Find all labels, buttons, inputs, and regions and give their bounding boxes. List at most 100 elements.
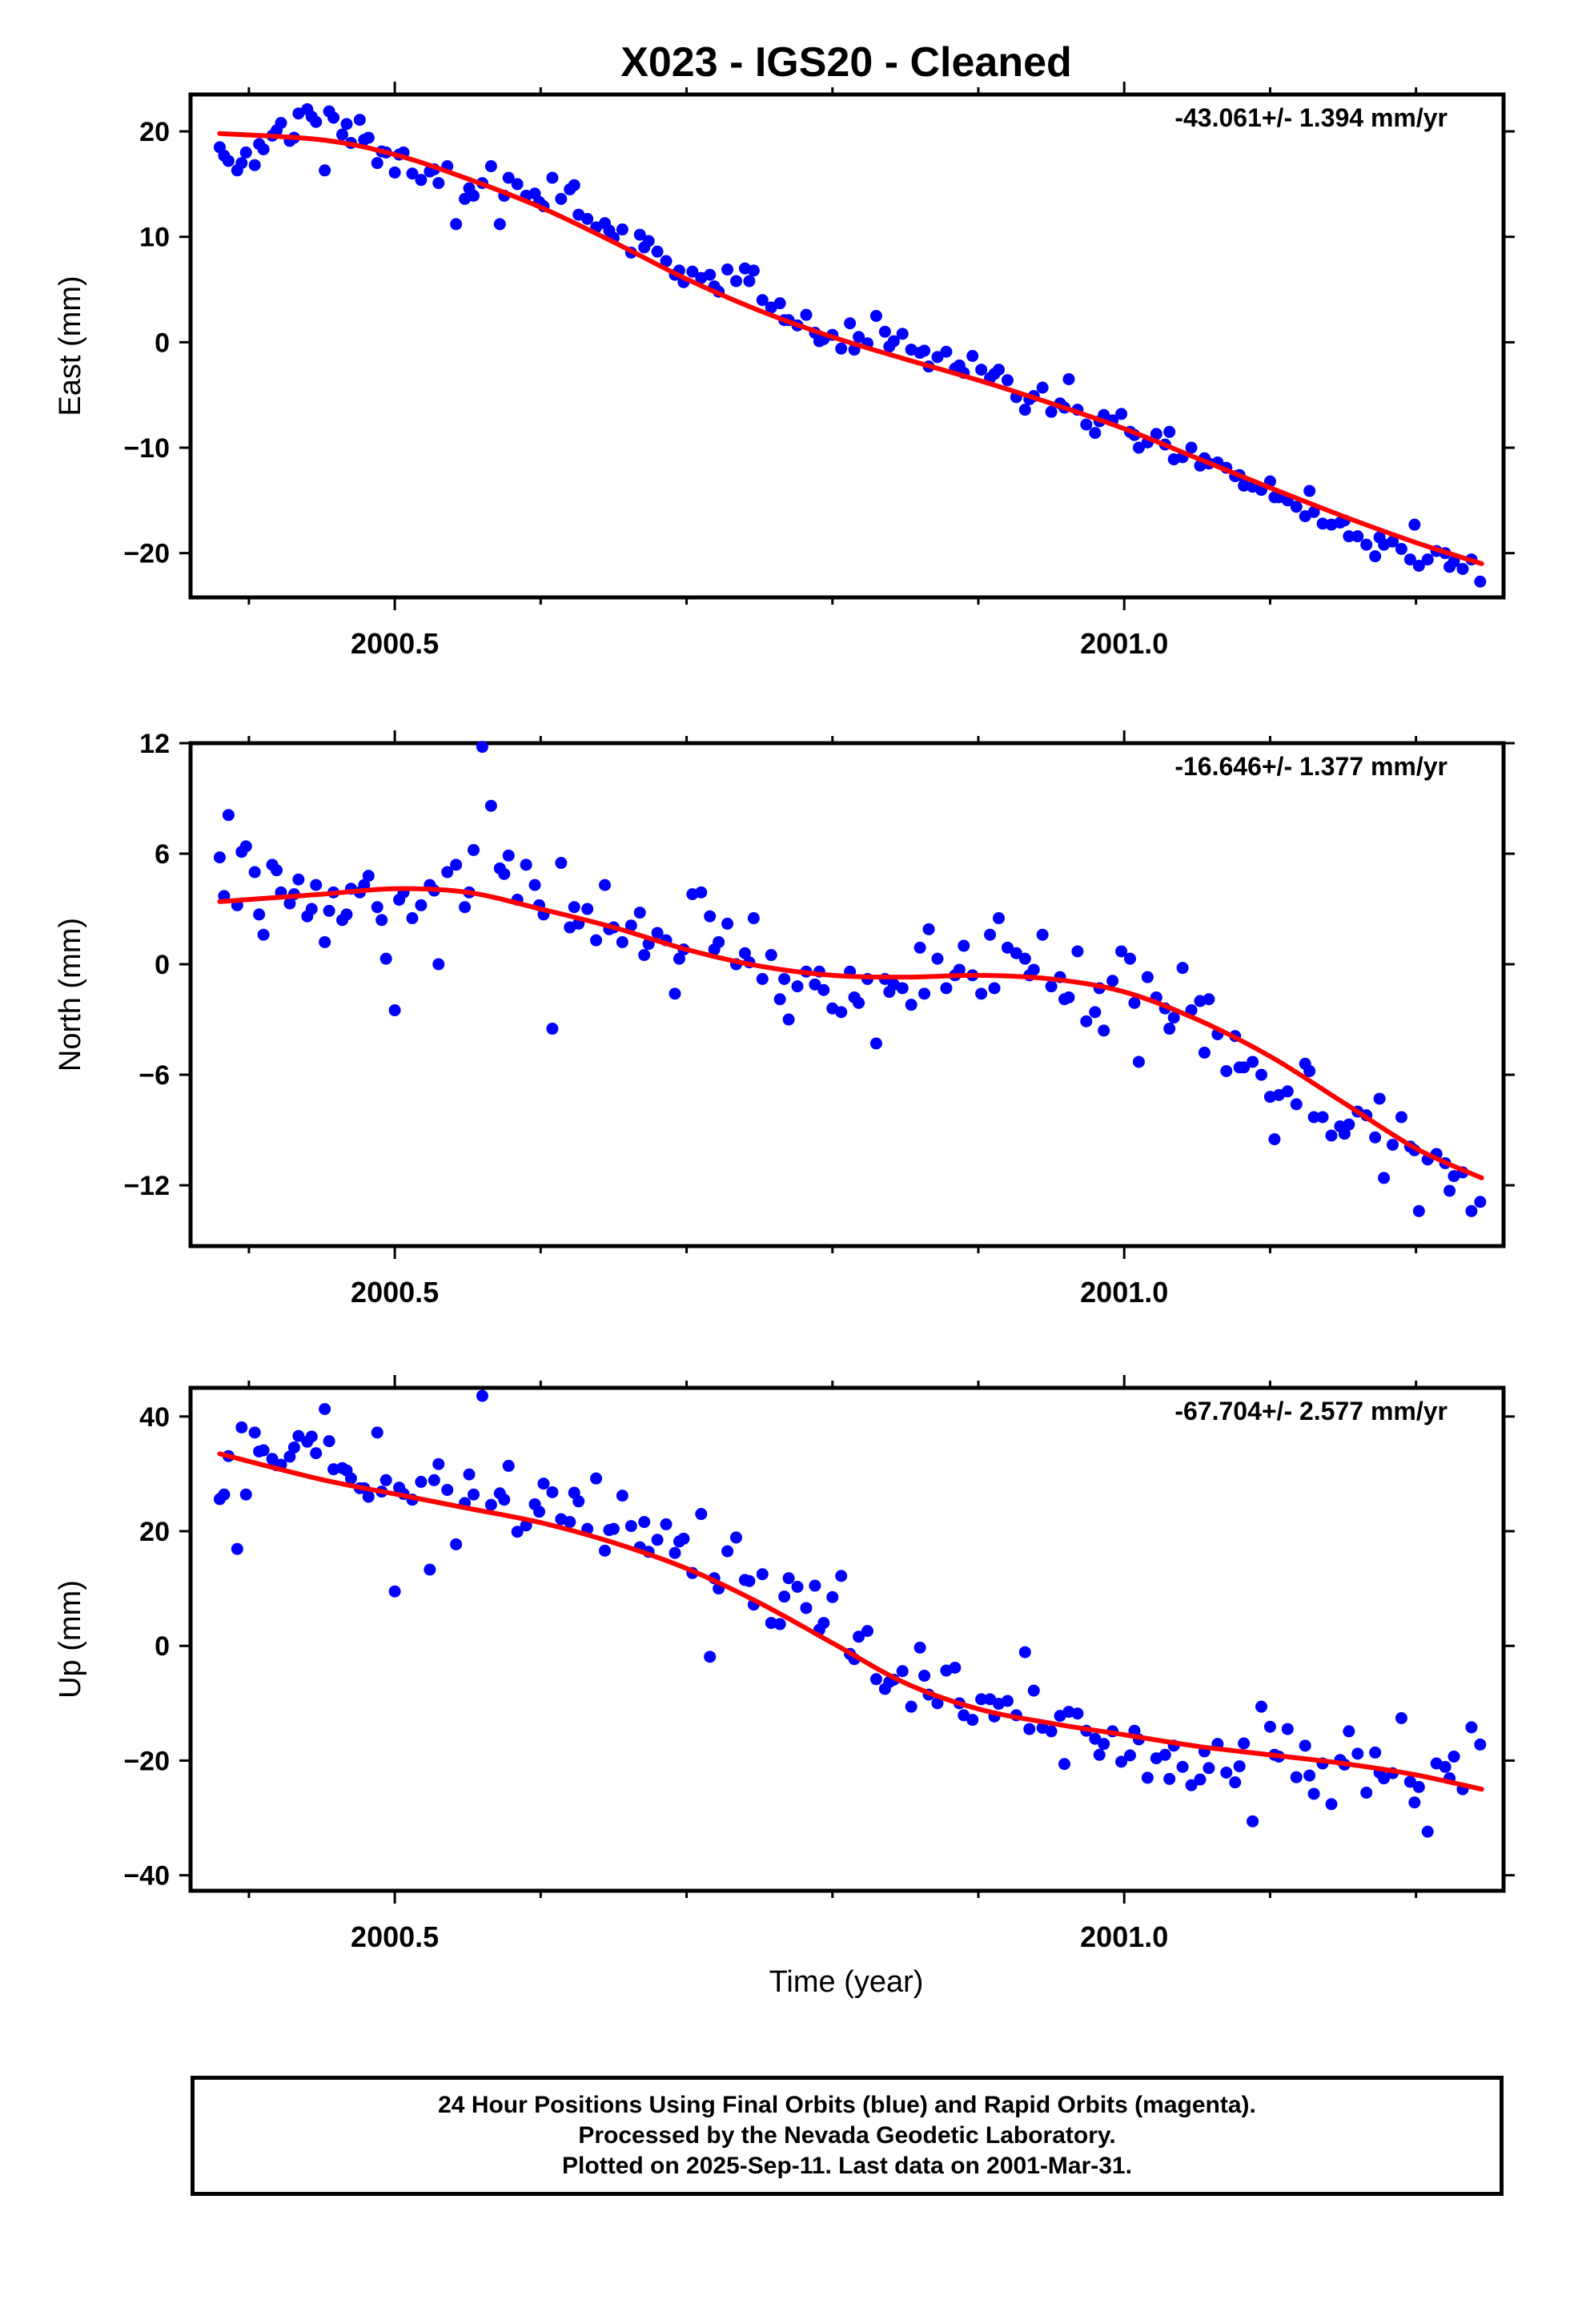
east-data-point xyxy=(883,340,896,353)
east-data-point xyxy=(918,344,931,357)
north-data-point xyxy=(1316,1111,1329,1124)
x-axis-label: Time (year) xyxy=(769,1965,924,1999)
north-data-point xyxy=(450,858,463,871)
north-data-point xyxy=(1220,1064,1233,1077)
north-y-tick-label: 6 xyxy=(155,839,170,870)
east-data-point xyxy=(1062,372,1075,385)
east-data-point xyxy=(704,268,717,281)
up-data-point xyxy=(931,1697,944,1710)
north-x-tick-label: 2000.5 xyxy=(351,1276,439,1309)
north-data-point xyxy=(1247,1055,1259,1068)
east-data-point xyxy=(953,359,966,372)
north-data-point xyxy=(988,982,1001,995)
up-data-point xyxy=(660,1518,673,1530)
up-y-tick-label: 0 xyxy=(155,1631,170,1662)
north-data-point xyxy=(958,939,970,952)
up-data-point xyxy=(1412,1780,1425,1793)
up-data-point xyxy=(340,1464,353,1477)
east-data-point xyxy=(406,167,419,180)
north-data-point xyxy=(590,934,603,947)
up-data-point xyxy=(1163,1772,1176,1785)
north-data-point xyxy=(1378,1172,1391,1184)
north-data-point xyxy=(1303,1064,1316,1077)
up-data-point xyxy=(484,1498,497,1511)
north-data-point xyxy=(817,983,830,996)
north-data-point xyxy=(791,980,804,993)
east-x-tick-label: 2000.5 xyxy=(351,627,439,660)
north-data-point xyxy=(441,866,454,879)
north-data-point xyxy=(1132,1055,1145,1068)
north-data-point xyxy=(782,1013,795,1026)
up-data-point xyxy=(1194,1773,1207,1786)
east-data-point xyxy=(1395,542,1407,555)
up-data-point xyxy=(669,1546,681,1559)
east-data-point xyxy=(1163,425,1176,438)
north-data-point xyxy=(1106,975,1119,987)
east-data-point xyxy=(835,342,848,355)
north-data-point xyxy=(1010,947,1022,959)
east-data-point xyxy=(616,223,628,236)
up-data-point xyxy=(564,1516,576,1529)
north-data-point xyxy=(1141,971,1154,983)
up-data-point xyxy=(323,1435,335,1448)
east-data-point xyxy=(940,345,953,358)
north-data-point xyxy=(415,899,428,911)
east-data-point xyxy=(844,317,857,330)
up-data-point xyxy=(1299,1739,1311,1752)
up-data-point xyxy=(1395,1711,1407,1724)
east-fit-line xyxy=(217,131,1484,566)
east-data-point xyxy=(340,118,353,131)
north-data-point xyxy=(1058,993,1071,1006)
north-data-point xyxy=(520,858,532,871)
east-data-point xyxy=(813,335,825,348)
north-data-point xyxy=(248,866,261,879)
up-data-point xyxy=(1303,1769,1316,1782)
north-y-axis-label: North (mm) xyxy=(54,918,87,1072)
north-data-point xyxy=(673,952,685,965)
north-data-point xyxy=(848,991,861,1003)
north-data-point xyxy=(1395,1111,1407,1124)
north-data-point xyxy=(213,851,226,864)
east-data-point xyxy=(1351,530,1364,543)
north-data-point xyxy=(555,857,568,870)
east-y-tick-label: 10 xyxy=(139,223,170,253)
east-data-point xyxy=(1150,428,1162,440)
east-y-axis-label: East (mm) xyxy=(54,275,87,416)
east-data-point xyxy=(1474,575,1487,588)
north-data-point xyxy=(695,886,708,899)
north-data-point xyxy=(922,923,935,935)
north-data-point xyxy=(616,935,628,948)
east-data-point xyxy=(1443,561,1456,573)
up-data-point xyxy=(1027,1684,1040,1697)
footer-line-2: Processed by the Nevada Geodetic Laborat… xyxy=(578,2122,1116,2149)
up-data-point xyxy=(1018,1646,1031,1659)
north-data-point xyxy=(1338,1128,1351,1140)
north-data-point xyxy=(253,908,266,921)
north-data-points xyxy=(213,741,1487,1217)
up-data-point xyxy=(428,1474,440,1486)
up-data-point xyxy=(310,1447,323,1460)
east-data-point xyxy=(1268,491,1281,504)
east-data-point xyxy=(1456,562,1469,575)
up-data-point xyxy=(463,1468,476,1481)
north-data-point xyxy=(310,879,323,891)
up-data-point xyxy=(305,1430,318,1443)
up-data-point xyxy=(1089,1732,1102,1745)
up-data-point xyxy=(393,1482,406,1494)
east-data-point xyxy=(1018,404,1031,416)
north-data-point xyxy=(271,864,283,877)
north-data-point xyxy=(222,809,235,822)
up-data-point xyxy=(1093,1748,1106,1761)
east-data-point xyxy=(988,368,1001,380)
up-data-point xyxy=(498,1494,511,1506)
east-data-point xyxy=(1316,517,1329,530)
up-y-axis-label: Up (mm) xyxy=(54,1580,87,1699)
east-data-point xyxy=(450,218,463,231)
north-y-tick-label: 12 xyxy=(139,729,170,759)
east-data-point xyxy=(603,224,616,237)
north-data-point xyxy=(1325,1129,1338,1142)
north-data-point xyxy=(1089,1006,1102,1019)
up-data-point xyxy=(778,1590,791,1603)
up-data-point xyxy=(869,1673,882,1686)
